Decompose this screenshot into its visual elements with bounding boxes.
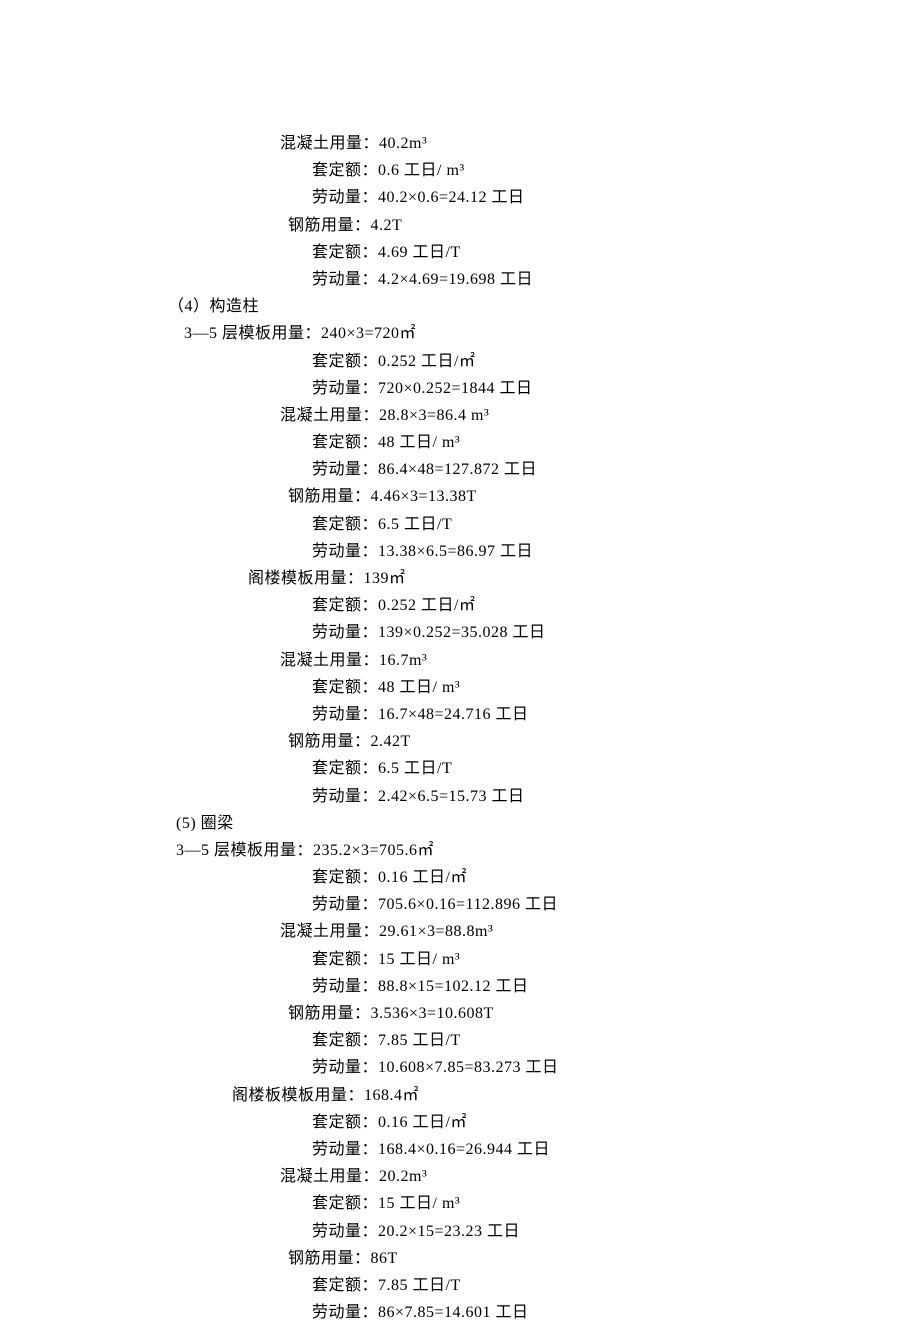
text-line: 套定额：0.16 工日/㎡ (168, 1109, 920, 1136)
text-line: 套定额：15 工日/ m³ (168, 946, 920, 973)
text-line: 劳动量：13.38×6.5=86.97 工日 (168, 538, 920, 565)
text-line: 套定额：7.85 工日/T (168, 1027, 920, 1054)
text-line: 阁楼模板用量：139㎡ (168, 565, 920, 592)
text-line: 混凝土用量：28.8×3=86.4 m³ (168, 402, 920, 429)
text-line: 钢筋用量：3.536×3=10.608T (168, 1000, 920, 1027)
text-line: 混凝土用量：40.2m³ (168, 130, 920, 157)
text-line: 劳动量：4.2×4.69=19.698 工日 (168, 266, 920, 293)
text-line: 钢筋用量：2.42T (168, 728, 920, 755)
text-line: 套定额：0.252 工日/㎡ (168, 348, 920, 375)
text-line: 劳动量：168.4×0.16=26.944 工日 (168, 1136, 920, 1163)
text-line: 套定额：15 工日/ m³ (168, 1190, 920, 1217)
text-line: 劳动量：705.6×0.16=112.896 工日 (168, 891, 920, 918)
text-line: 钢筋用量：4.2T (168, 212, 920, 239)
text-line: 劳动量：10.608×7.85=83.273 工日 (168, 1054, 920, 1081)
text-line: 钢筋用量：4.46×3=13.38T (168, 483, 920, 510)
text-line: 劳动量：139×0.252=35.028 工日 (168, 619, 920, 646)
text-line: 套定额：0.16 工日/㎡ (168, 864, 920, 891)
text-line: 套定额：6.5 工日/T (168, 511, 920, 538)
text-line: 劳动量：86×7.85=14.601 工日 (168, 1299, 920, 1326)
text-line: 套定额：0.252 工日/㎡ (168, 592, 920, 619)
text-line: 劳动量：16.7×48=24.716 工日 (168, 701, 920, 728)
text-line: 3—5 层模板用量：240×3=720㎡ (168, 320, 920, 347)
text-line: 套定额：4.69 工日/T (168, 239, 920, 266)
text-line: 劳动量：88.8×15=102.12 工日 (168, 973, 920, 1000)
text-line: 劳动量：2.42×6.5=15.73 工日 (168, 783, 920, 810)
text-line: 混凝土用量：20.2m³ (168, 1163, 920, 1190)
text-container: 混凝土用量：40.2m³套定额：0.6 工日/ m³劳动量：40.2×0.6=2… (168, 130, 920, 1326)
text-line: 套定额：6.5 工日/T (168, 755, 920, 782)
text-line: 套定额：48 工日/ m³ (168, 674, 920, 701)
text-line: 混凝土用量：29.61×3=88.8m³ (168, 918, 920, 945)
text-line: 混凝土用量：16.7m³ (168, 647, 920, 674)
text-line: 套定额：48 工日/ m³ (168, 429, 920, 456)
text-line: 3—5 层模板用量：235.2×3=705.6㎡ (168, 837, 920, 864)
document-page: 混凝土用量：40.2m³套定额：0.6 工日/ m³劳动量：40.2×0.6=2… (0, 0, 920, 1326)
text-line: 钢筋用量：86T (168, 1245, 920, 1272)
text-line: 劳动量：20.2×15=23.23 工日 (168, 1218, 920, 1245)
text-line: （4）构造柱 (168, 293, 920, 320)
text-line: 套定额：0.6 工日/ m³ (168, 157, 920, 184)
text-line: (5) 圈梁 (168, 810, 920, 837)
text-line: 劳动量：86.4×48=127.872 工日 (168, 456, 920, 483)
text-line: 劳动量：40.2×0.6=24.12 工日 (168, 184, 920, 211)
text-line: 阁楼板模板用量：168.4㎡ (168, 1082, 920, 1109)
text-line: 劳动量：720×0.252=1844 工日 (168, 375, 920, 402)
text-line: 套定额：7.85 工日/T (168, 1272, 920, 1299)
